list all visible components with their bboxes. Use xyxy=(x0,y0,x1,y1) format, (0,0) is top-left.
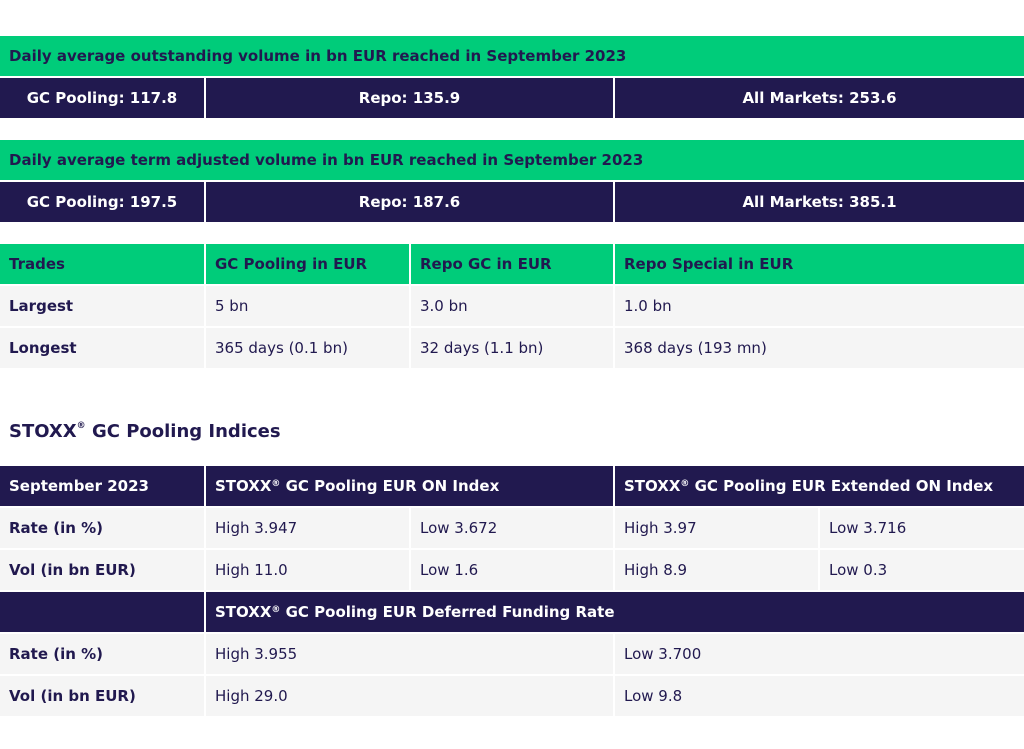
trades-header: Trades xyxy=(0,244,204,284)
row-label: Rate (in %) xyxy=(0,508,204,548)
term-gc: GC Pooling: 197.5 xyxy=(0,182,204,222)
on-index-header: STOXX ® GC Pooling EUR ON Index xyxy=(206,466,613,506)
trades-cell: 3.0 bn xyxy=(411,286,613,326)
index-cell: High 3.947 xyxy=(206,508,409,548)
index-cell: High 3.955 xyxy=(206,634,613,674)
trades-header: Repo Special in EUR xyxy=(615,244,1024,284)
term-adjusted-table: Daily average term adjusted volume in bn… xyxy=(0,140,1024,222)
index-cell: High 3.97 xyxy=(615,508,818,548)
index-cell: Low 3.672 xyxy=(411,508,613,548)
dfr-header: STOXX ® GC Pooling EUR Deferred Funding R… xyxy=(206,592,1024,632)
outstanding-header: Daily average outstanding volume in bn E… xyxy=(0,36,1024,76)
outstanding-all: All Markets: 253.6 xyxy=(615,78,1024,118)
trades-cell: 1.0 bn xyxy=(615,286,1024,326)
term-all: All Markets: 385.1 xyxy=(615,182,1024,222)
trades-cell: 5 bn xyxy=(206,286,409,326)
empty-header xyxy=(0,592,204,632)
term-repo: Repo: 187.6 xyxy=(206,182,613,222)
outstanding-volume-table: Daily average outstanding volume in bn E… xyxy=(0,36,1024,118)
index-cell: High 11.0 xyxy=(206,550,409,590)
index-cell: Low 3.700 xyxy=(615,634,1024,674)
index-cell: Low 9.8 xyxy=(615,676,1024,716)
period-header: September 2023 xyxy=(0,466,204,506)
index-cell: Low 0.3 xyxy=(820,550,1024,590)
trades-row-label: Largest xyxy=(0,286,204,326)
term-header: Daily average term adjusted volume in bn… xyxy=(0,140,1024,180)
indices-table: September 2023 STOXX ® GC Pooling EUR ON … xyxy=(0,466,1024,716)
outstanding-gc: GC Pooling: 117.8 xyxy=(0,78,204,118)
row-label: Rate (in %) xyxy=(0,634,204,674)
outstanding-repo: Repo: 135.9 xyxy=(206,78,613,118)
trades-header: GC Pooling in EUR xyxy=(206,244,409,284)
row-label: Vol (in bn EUR) xyxy=(0,550,204,590)
index-cell: Low 3.716 xyxy=(820,508,1024,548)
trades-cell: 32 days (1.1 bn) xyxy=(411,328,613,368)
index-cell: High 29.0 xyxy=(206,676,613,716)
index-cell: Low 1.6 xyxy=(411,550,613,590)
index-cell: High 8.9 xyxy=(615,550,818,590)
row-label: Vol (in bn EUR) xyxy=(0,676,204,716)
ext-index-header: STOXX ® GC Pooling EUR Extended ON Index xyxy=(615,466,1024,506)
trades-row-label: Longest xyxy=(0,328,204,368)
trades-header: Repo GC in EUR xyxy=(411,244,613,284)
trades-cell: 368 days (193 mn) xyxy=(615,328,1024,368)
indices-title: STOXX® GC Pooling Indices xyxy=(9,421,281,442)
trades-cell: 365 days (0.1 bn) xyxy=(206,328,409,368)
trades-table: Trades GC Pooling in EUR Repo GC in EUR … xyxy=(0,244,1024,368)
